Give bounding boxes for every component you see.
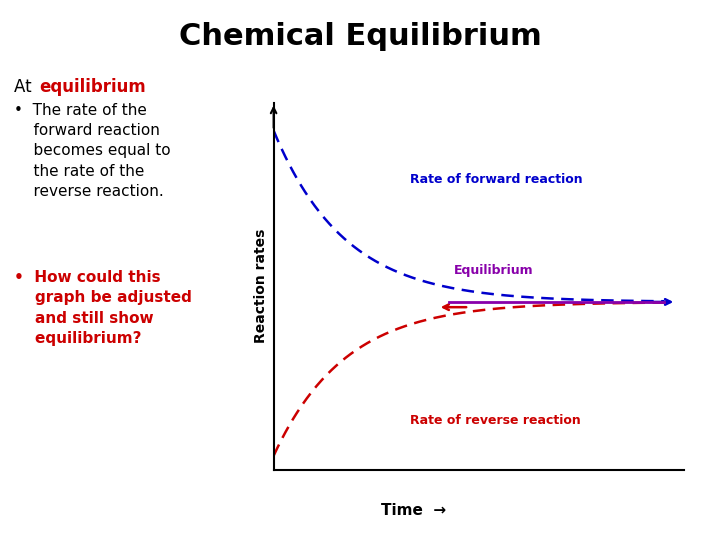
Text: Equilibrium: Equilibrium	[454, 264, 533, 277]
Y-axis label: Reaction rates: Reaction rates	[254, 229, 268, 343]
Text: Chemical Equilibrium: Chemical Equilibrium	[179, 22, 541, 51]
Text: Rate of forward reaction: Rate of forward reaction	[410, 173, 583, 186]
Text: Time  →: Time →	[382, 503, 446, 518]
Text: At: At	[14, 78, 37, 96]
Text: Rate of reverse reaction: Rate of reverse reaction	[410, 414, 581, 427]
Text: •  How could this
    graph be adjusted
    and still show
    equilibrium?: • How could this graph be adjusted and s…	[14, 270, 192, 346]
Text: •  The rate of the
    forward reaction
    becomes equal to
    the rate of the: • The rate of the forward reaction becom…	[14, 103, 171, 199]
Text: equilibrium: equilibrium	[40, 78, 146, 96]
